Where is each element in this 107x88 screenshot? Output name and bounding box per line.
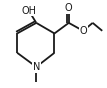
Text: O: O [65, 3, 73, 13]
Text: O: O [79, 26, 87, 36]
Text: N: N [33, 62, 40, 72]
Text: OH: OH [21, 6, 36, 16]
